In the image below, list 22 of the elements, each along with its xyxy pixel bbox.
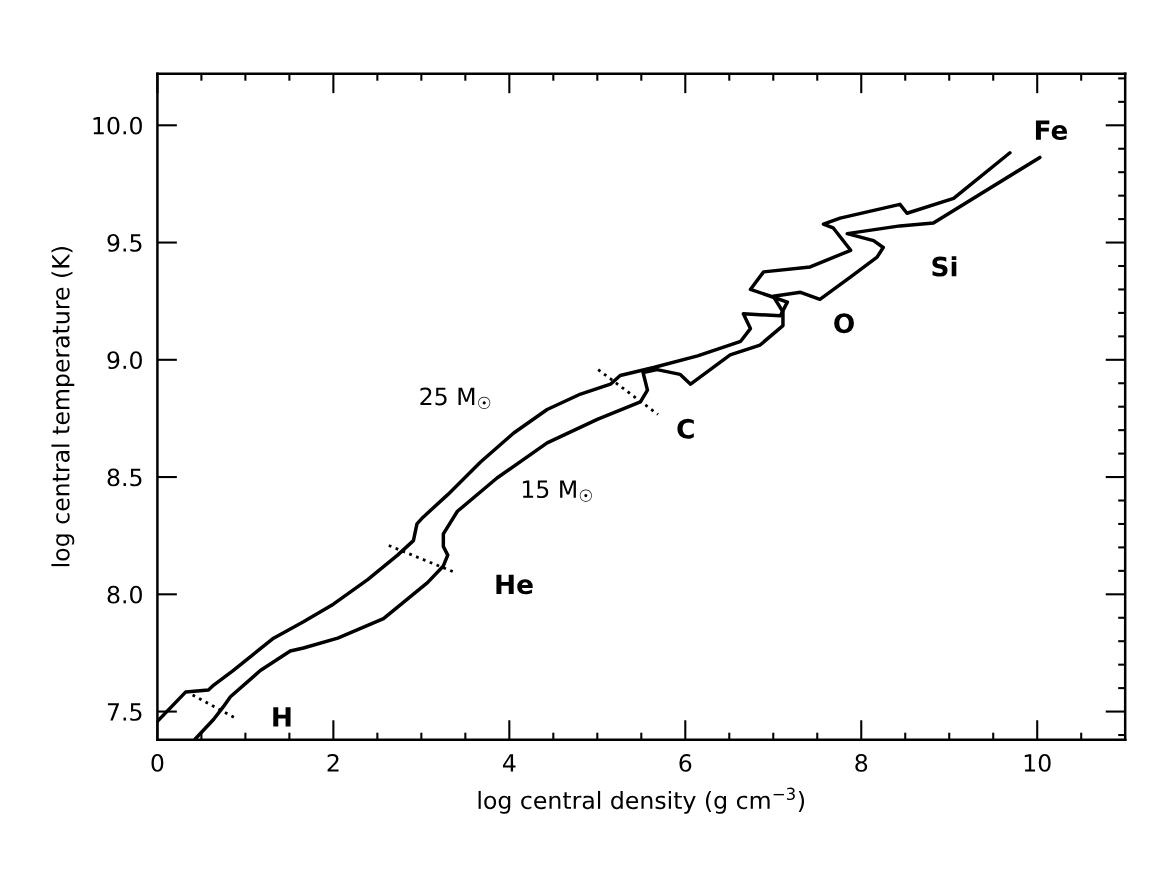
annotation: C: [677, 418, 694, 439]
annotation: 15 M$_{☉}$: [522, 480, 592, 502]
x-tick-label: 10: [1024, 754, 1051, 772]
y-tick-label: 7.5: [107, 703, 142, 721]
annotation: 25 M$_{☉}$: [420, 387, 491, 409]
y-tick-label: 9.0: [107, 351, 142, 370]
y-tick-label: 9.5: [107, 234, 142, 252]
y-tick-label: 8.0: [107, 585, 142, 604]
x-tick-label: 4: [502, 754, 516, 772]
x-tick-label: 8: [855, 754, 868, 772]
x-tick-label: 0: [151, 754, 164, 772]
y-tick-label: 8.5: [107, 468, 142, 487]
y-axis-title: log central temperature (K): [51, 247, 75, 567]
annotation: Si: [932, 256, 957, 277]
annotation: H: [273, 707, 291, 727]
annotation: He: [496, 574, 533, 595]
annotation: Fe: [1035, 120, 1068, 141]
x-tick-label: 2: [327, 754, 339, 772]
annotation: O: [834, 313, 854, 334]
x-tick-label: 6: [679, 754, 692, 772]
y-tick-label: 10.0: [93, 116, 142, 135]
x-axis-title: log central density (g cm$^{−3}$): [478, 787, 805, 814]
